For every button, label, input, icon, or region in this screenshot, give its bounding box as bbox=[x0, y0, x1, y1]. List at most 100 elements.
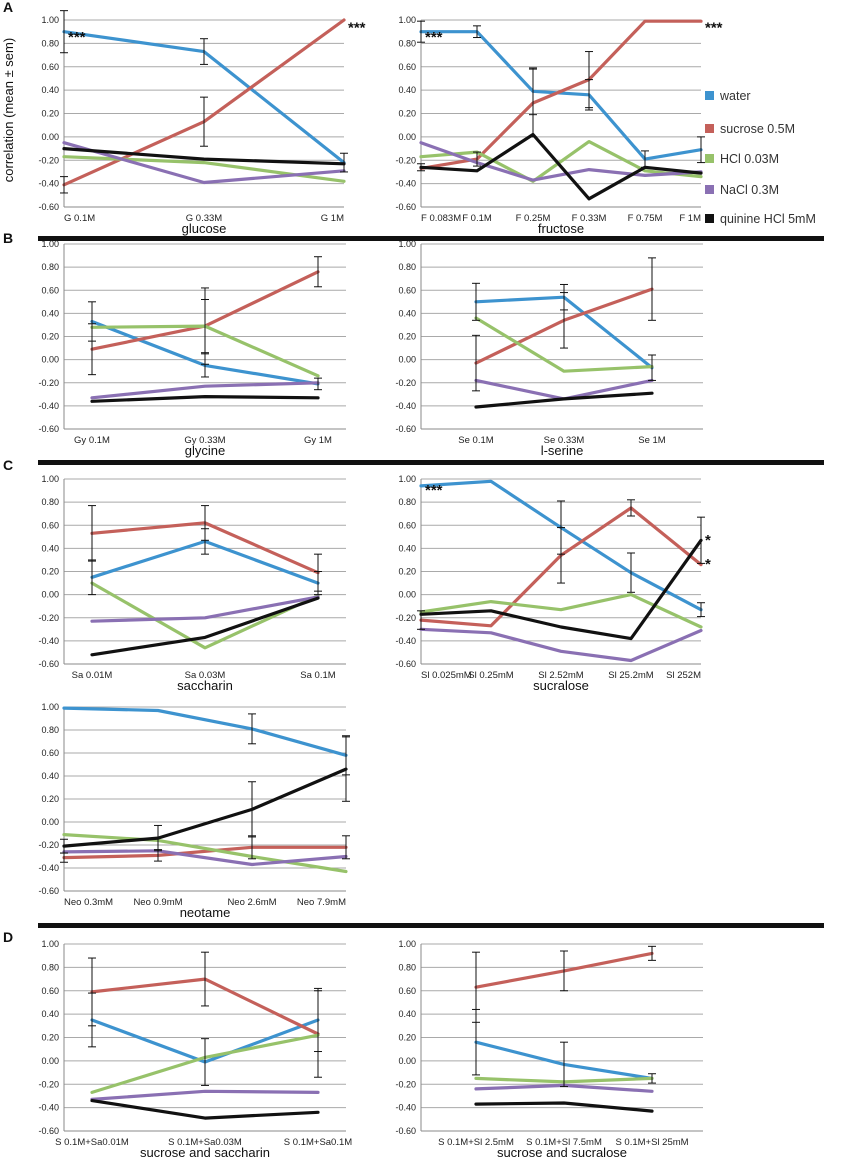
panel-label-a: A bbox=[3, 0, 13, 15]
series-line-nacl-0-3m bbox=[62, 849, 348, 867]
series-line-nacl-0-3m bbox=[90, 381, 320, 400]
chart-title: glycine bbox=[185, 443, 225, 458]
series-line-hcl-0-03m bbox=[62, 832, 348, 874]
y-tick-label: 0.40 bbox=[41, 1009, 59, 1019]
significance-marker: *** bbox=[425, 482, 443, 499]
chart-title: glucose bbox=[182, 221, 227, 236]
x-tick-label: Sl 252M bbox=[666, 670, 701, 681]
significance-marker: * bbox=[705, 532, 711, 549]
series-line-quinine-hcl-5mm bbox=[419, 538, 703, 641]
x-tick-label: Gy 0.1M bbox=[74, 435, 110, 446]
y-tick-label: 1.00 bbox=[398, 15, 416, 25]
y-tick-label: 0.20 bbox=[41, 794, 59, 804]
legend-label-sucrose: sucrose 0.5M bbox=[720, 122, 795, 136]
y-tick-label: 0.00 bbox=[41, 355, 59, 365]
chart-sucrose-and-sucralose: 1.00 0.80 0.60 0.40 0.20 0.00 -0.20 -0.40 -0.60 S… bbox=[395, 939, 703, 1160]
x-tick-label: Sl 0.025mM bbox=[421, 670, 472, 681]
y-tick-label: 1.00 bbox=[41, 474, 59, 484]
series-line-hcl-0-03m bbox=[474, 316, 654, 373]
chart-title: sucralose bbox=[533, 678, 589, 693]
chart-title: saccharin bbox=[177, 678, 233, 693]
y-tick-label: 0.80 bbox=[41, 962, 59, 972]
y-tick-label: -0.20 bbox=[38, 1079, 59, 1089]
legend-swatch-nacl bbox=[705, 185, 714, 194]
legend-swatch-sucrose bbox=[705, 124, 714, 133]
legend-label-hcl: HCl 0.03M bbox=[720, 152, 779, 166]
y-tick-label: 0.00 bbox=[41, 590, 59, 600]
y-tick-label: 1.00 bbox=[398, 474, 416, 484]
y-tick-label: 0.00 bbox=[41, 817, 59, 827]
x-tick-label: F 0.1M bbox=[462, 213, 492, 224]
x-tick-label: Neo 0.3mM bbox=[64, 897, 113, 908]
y-tick-label: -0.40 bbox=[38, 401, 59, 411]
y-tick-label: 1.00 bbox=[41, 702, 59, 712]
y-tick-label: 0.20 bbox=[41, 1033, 59, 1043]
y-tick-label: 0.20 bbox=[398, 567, 416, 577]
series-line-sucrose-0-5m bbox=[62, 845, 348, 860]
x-tick-label: G 1M bbox=[321, 213, 344, 224]
y-tick-label: 0.40 bbox=[41, 543, 59, 553]
x-tick-label: S 0.1M+Sl 25mM bbox=[615, 1137, 688, 1148]
y-tick-label: 0.40 bbox=[398, 1009, 416, 1019]
y-tick-label: -0.60 bbox=[395, 659, 416, 669]
y-tick-label: 0.20 bbox=[398, 109, 416, 119]
y-tick-label: 0.60 bbox=[398, 986, 416, 996]
section-divider-c-d bbox=[38, 923, 824, 928]
y-tick-label: -0.40 bbox=[38, 179, 59, 189]
y-tick-label: 0.60 bbox=[41, 986, 59, 996]
legend-label-nacl: NaCl 0.3M bbox=[720, 183, 779, 197]
significance-marker: *** bbox=[705, 20, 723, 37]
y-tick-label: 1.00 bbox=[398, 939, 416, 949]
legend-swatch-hcl bbox=[705, 154, 714, 163]
significance-marker: *** bbox=[68, 29, 86, 46]
x-tick-label: Gy 0.33M bbox=[184, 435, 225, 446]
series-line-quinine-hcl-5mm bbox=[90, 395, 320, 403]
y-tick-label: -0.40 bbox=[395, 179, 416, 189]
x-tick-label: S 0.1M+Sa0.01M bbox=[55, 1137, 129, 1148]
y-tick-label: -0.20 bbox=[395, 1079, 416, 1089]
series-line-nacl-0-3m bbox=[419, 141, 703, 182]
y-tick-label: -0.20 bbox=[395, 378, 416, 388]
x-tick-label: F 0.25M bbox=[516, 213, 551, 224]
y-tick-label: -0.60 bbox=[38, 1126, 59, 1136]
chart-title: l-serine bbox=[541, 443, 584, 458]
y-tick-label: -0.20 bbox=[38, 840, 59, 850]
series-line-quinine-hcl-5mm bbox=[474, 391, 654, 409]
y-tick-label: 0.20 bbox=[398, 332, 416, 342]
x-tick-label: Se 0.1M bbox=[458, 435, 493, 446]
y-tick-label: 0.20 bbox=[398, 1033, 416, 1043]
x-tick-label: Sa 0.1M bbox=[300, 670, 335, 681]
y-tick-label: 0.20 bbox=[41, 567, 59, 577]
series-line-quinine-hcl-5mm bbox=[474, 1101, 654, 1113]
x-tick-label: Se 0.33M bbox=[544, 435, 585, 446]
panel-label-d: D bbox=[3, 929, 13, 945]
series-line-nacl-0-3m bbox=[62, 141, 346, 185]
x-tick-label: Sa 0.01M bbox=[72, 670, 113, 681]
x-tick-label: S 0.1M+Sa0.03M bbox=[168, 1137, 242, 1148]
y-tick-label: -0.60 bbox=[395, 1126, 416, 1136]
y-tick-label: 0.20 bbox=[41, 332, 59, 342]
x-tick-label: S 0.1M+Sl 7.5mM bbox=[526, 1137, 602, 1148]
series-line-quinine-hcl-5mm bbox=[62, 767, 348, 848]
y-tick-label: -0.60 bbox=[38, 202, 59, 212]
y-tick-label: -0.20 bbox=[38, 155, 59, 165]
x-tick-label: F 1M bbox=[679, 213, 701, 224]
y-tick-label: -0.20 bbox=[395, 613, 416, 623]
series-line-quinine-hcl-5mm bbox=[90, 1098, 320, 1120]
y-tick-label: 0.80 bbox=[398, 962, 416, 972]
y-tick-label: -0.40 bbox=[395, 636, 416, 646]
y-tick-label: -0.20 bbox=[38, 613, 59, 623]
y-tick-label: -0.40 bbox=[38, 1103, 59, 1113]
significance-marker: *** bbox=[348, 20, 366, 37]
x-tick-label: Neo 7.9mM bbox=[297, 897, 346, 908]
chart-title: sucrose and sucralose bbox=[497, 1145, 627, 1160]
x-tick-label: S 0.1M+Sa0.1M bbox=[284, 1137, 352, 1148]
y-axis-label: correlation (mean ± sem) bbox=[1, 38, 16, 182]
y-tick-label: 0.80 bbox=[41, 725, 59, 735]
y-tick-label: -0.40 bbox=[395, 401, 416, 411]
x-tick-label: Sl 25.2mM bbox=[608, 670, 653, 681]
y-tick-label: -0.20 bbox=[38, 378, 59, 388]
significance-marker: *** bbox=[425, 29, 443, 46]
series-line-nacl-0-3m bbox=[419, 627, 703, 663]
x-tick-label: Neo 0.9mM bbox=[133, 897, 182, 908]
